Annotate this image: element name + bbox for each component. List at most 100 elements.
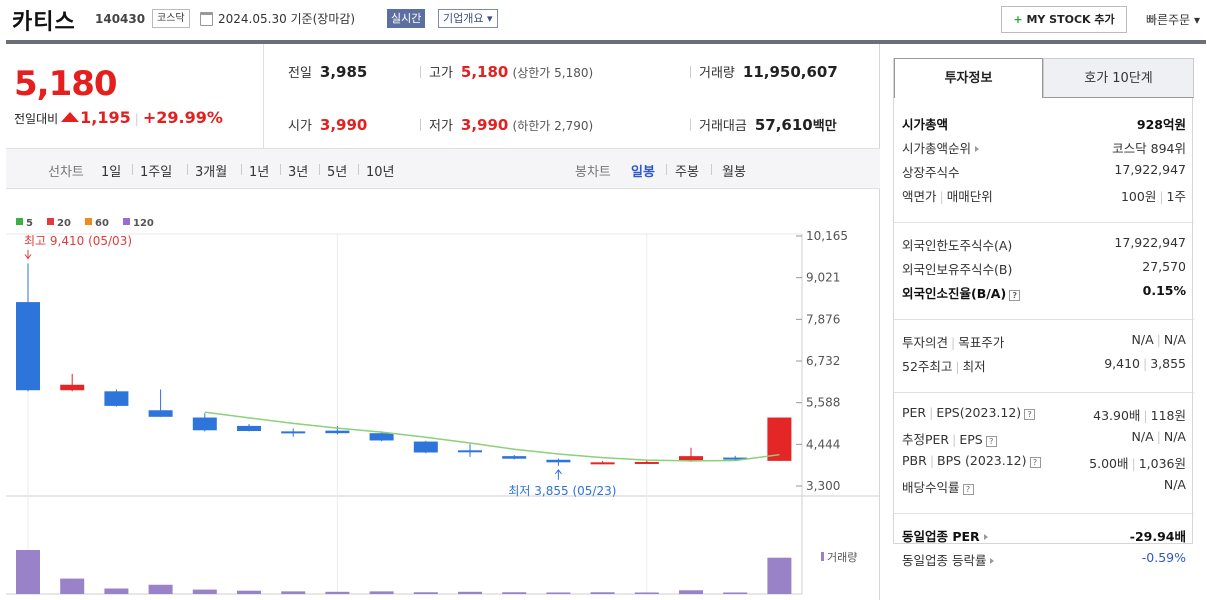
candle-body [325, 430, 350, 434]
candle-monthly[interactable]: 월봉 [722, 165, 746, 180]
volume-legend-label: 거래량 [827, 551, 857, 564]
candle-body [723, 457, 748, 460]
help-icon[interactable]: ? [962, 484, 974, 495]
volume-bar [723, 592, 748, 594]
low-arrow-icon [555, 468, 562, 480]
period-1y[interactable]: 1년 [249, 165, 270, 180]
change-label: 전일대비 [14, 112, 59, 126]
row-per-eps: PER | EPS(2023.12)? 43.90배 | 118원 [902, 405, 1186, 423]
volume-bar [192, 589, 217, 594]
candle-body [192, 417, 217, 431]
volume-bar [60, 578, 85, 594]
candle-body [679, 456, 703, 461]
calendar-icon [200, 12, 213, 26]
help-icon[interactable]: ? [1009, 290, 1021, 301]
row-foreign-hold: 외국인보유주식수(B) 27,570 [902, 259, 1186, 277]
arrow-right-icon [990, 558, 995, 564]
period-3y[interactable]: 3년 [288, 165, 309, 180]
base-date: 2024.05.30 기준(장마감) [218, 12, 356, 26]
low-annotation: 최저 3,855 (05/23) [508, 484, 616, 498]
stat-volume: 거래량 11,950,607 [690, 62, 838, 81]
volume-bar [590, 592, 615, 594]
plus-icon: + [1013, 13, 1023, 26]
volume-legend-swatch [821, 552, 824, 561]
legend-label: 5 [26, 218, 33, 229]
y-tick-label: 5,588 [806, 396, 840, 410]
row-shares: 상장주식수 17,922,947 [902, 162, 1186, 180]
legend-label: 20 [57, 218, 71, 229]
y-tick-label: 10,165 [806, 229, 848, 243]
ma5-line [204, 411, 780, 462]
arrow-right-icon [975, 146, 980, 152]
legend-swatch [47, 218, 54, 225]
stat-high: 고가 5,180 (상한가 5,180) [420, 62, 593, 81]
quote-chart-panel: 5,180 전일대비 1,195 | +29.99% 전일 3,985 고가 5,180 … [6, 44, 880, 600]
period-1d[interactable]: 1일 [101, 165, 122, 180]
change-percent: +29.99% [142, 108, 223, 127]
mystock-add-button[interactable]: + MY STOCK 추가 [1001, 6, 1127, 33]
candle-daily[interactable]: 일봉 [631, 165, 655, 180]
change-value: 1,195 [80, 108, 131, 127]
company-overview-dropdown[interactable]: 기업개요 ▾ [438, 9, 498, 28]
volume-bar [413, 592, 438, 594]
candle-chart-label: 봉차트 [575, 165, 611, 180]
row-dividend: 배당수익률? N/A [902, 477, 1186, 495]
y-tick-label: 3,300 [806, 479, 840, 493]
volume-bar [679, 590, 703, 594]
volume-bar [546, 592, 571, 594]
y-tick-label: 4,444 [806, 437, 840, 451]
legend-label: 120 [133, 218, 154, 229]
row-cap-rank[interactable]: 시가총액순위 코스닥 894위 [902, 141, 1186, 156]
stock-header: 카티스 140430 코스닥 2024.05.30 기준(장마감) 실시간 기업… [0, 0, 1207, 40]
market-badge: 코스닥 [152, 9, 190, 28]
period-5y[interactable]: 5년 [327, 165, 348, 180]
candle-body [281, 431, 306, 434]
row-market-cap: 시가총액 928억원 [902, 117, 1186, 132]
candle-body [369, 433, 394, 441]
current-price: 5,180 [14, 64, 118, 104]
price-change: 전일대비 1,195 | +29.99% [14, 108, 223, 127]
candle-body [16, 302, 40, 391]
high-arrow-icon [24, 250, 32, 260]
arrow-right-icon [983, 534, 988, 540]
row-pbr-bps: PBR | BPS (2023.12)? 5.00배 | 1,036원 [902, 453, 1186, 471]
candle-weekly[interactable]: 주봉 [675, 165, 699, 180]
volume-bar [369, 591, 394, 594]
up-arrow-icon [61, 112, 80, 122]
info-rows: 시가총액 928억원 시가총액순위 코스닥 894위 상장주식수 17,922,947… [894, 110, 1194, 570]
y-tick-label: 9,021 [806, 271, 840, 285]
stat-prev-close: 전일 3,985 [288, 63, 368, 81]
candle-body [237, 425, 261, 432]
candle-body [546, 459, 571, 463]
row-sector-change[interactable]: 동일업종 등락률 -0.59% [902, 550, 1186, 568]
quick-order-dropdown[interactable]: 빠른주문 ▾ [1146, 13, 1200, 27]
candle-body [148, 410, 173, 417]
candle-body [60, 384, 85, 391]
stock-name: 카티스 [12, 10, 76, 35]
help-icon[interactable]: ? [1029, 457, 1041, 468]
realtime-button[interactable]: 실시간 [387, 9, 426, 28]
legend-swatch [16, 218, 23, 225]
tab-investment-info[interactable]: 투자정보 [894, 58, 1043, 98]
info-tabs: 투자정보 호가 10단계 [894, 58, 1194, 98]
stat-low: 저가 3,990 (하한가 2,790) [420, 115, 593, 134]
row-52w: 52주최고 | 최저 9,410 | 3,855 [902, 356, 1186, 374]
candle-body [767, 417, 792, 461]
volume-bar [104, 588, 129, 594]
chart-period-bar: 선차트 1일 1주일 3개월 1년 3년 5년 10년 봉차트 일봉 주봉 월봉 [6, 149, 880, 189]
row-sector-per[interactable]: 동일업종 PER -29.94배 [902, 529, 1186, 544]
stat-open: 시가 3,990 [288, 116, 368, 134]
period-1w[interactable]: 1주일 [140, 165, 173, 180]
help-icon[interactable]: ? [985, 436, 997, 447]
tab-orderbook[interactable]: 호가 10단계 [1043, 58, 1194, 98]
period-3m[interactable]: 3개월 [195, 165, 228, 180]
header-divider [6, 40, 1206, 44]
period-10y[interactable]: 10년 [366, 165, 395, 180]
help-icon[interactable]: ? [1024, 409, 1036, 420]
y-tick-label: 6,732 [806, 354, 840, 368]
candle-body [458, 450, 482, 453]
legend-label: 60 [95, 218, 109, 229]
legend-swatch [123, 218, 130, 225]
line-chart-label: 선차트 [48, 165, 84, 180]
candlestick-chart[interactable]: 05/0305/1605/2710,1659,0217,8766,7325,58… [6, 216, 880, 600]
